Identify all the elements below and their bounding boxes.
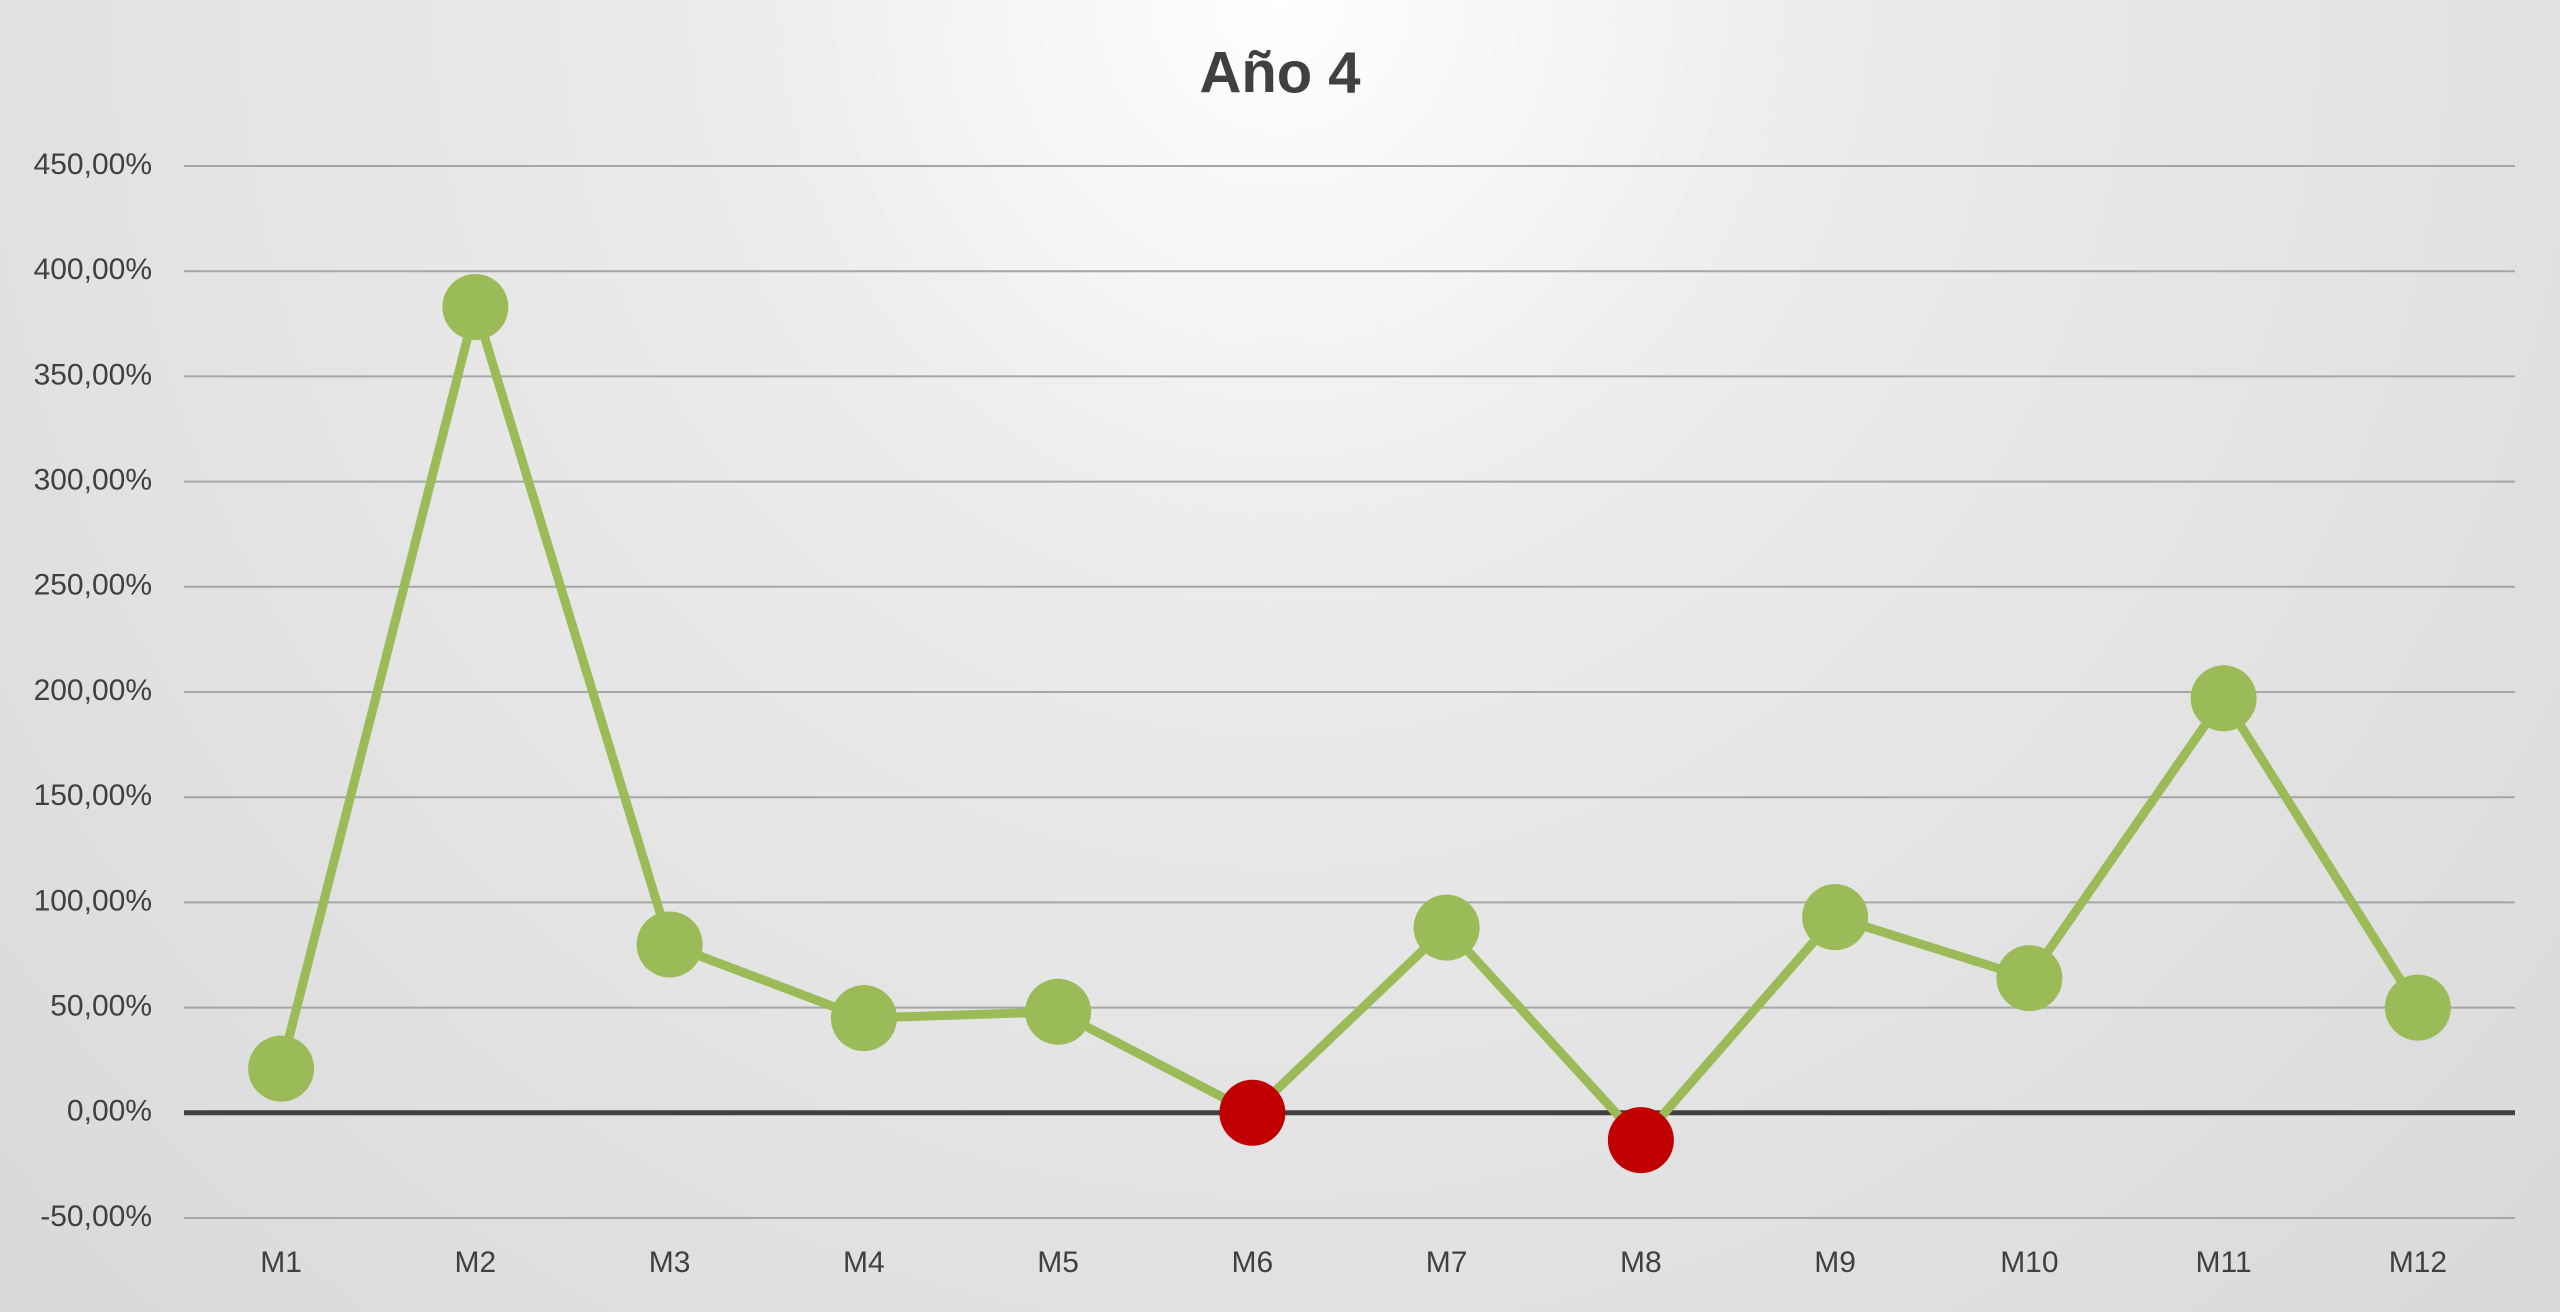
x-tick-label: M8 — [1620, 1246, 1662, 1279]
data-point — [636, 911, 703, 978]
chart-title: Año 4 — [1199, 40, 1360, 105]
x-tick-label: M1 — [260, 1246, 302, 1279]
data-point — [2190, 665, 2257, 732]
y-tick-label: 50,00% — [50, 990, 152, 1023]
x-tick-label: M6 — [1232, 1246, 1274, 1279]
y-tick-label: -50,00% — [40, 1200, 152, 1233]
data-point — [2384, 974, 2451, 1041]
y-tick-label: 150,00% — [34, 779, 152, 812]
x-tick-label: M4 — [843, 1246, 885, 1279]
y-tick-label: 100,00% — [34, 884, 152, 917]
data-point — [1025, 978, 1092, 1045]
x-tick-label: M10 — [2000, 1246, 2058, 1279]
data-point — [1413, 894, 1480, 961]
y-tick-label: 350,00% — [34, 358, 152, 391]
data-point — [1607, 1107, 1674, 1174]
y-tick-label: 200,00% — [34, 674, 152, 707]
data-point — [1996, 945, 2063, 1012]
y-tick-label: 300,00% — [34, 464, 152, 497]
x-tick-label: M11 — [2196, 1246, 2252, 1279]
x-tick-label: M3 — [649, 1246, 691, 1279]
x-tick-label: M5 — [1037, 1246, 1079, 1279]
data-point — [248, 1035, 315, 1102]
data-point — [442, 273, 509, 340]
x-tick-label: M2 — [455, 1246, 497, 1279]
y-tick-label: 450,00% — [34, 148, 152, 181]
y-tick-label: 400,00% — [34, 253, 152, 286]
data-point — [830, 985, 897, 1052]
y-tick-label: 0,00% — [67, 1095, 152, 1128]
series-line — [276, 302, 2422, 1145]
data-point — [1802, 884, 1869, 951]
data-point — [1219, 1079, 1286, 1146]
y-tick-label: 250,00% — [34, 569, 152, 602]
x-tick-label: M12 — [2389, 1246, 2447, 1279]
x-tick-label: M9 — [1814, 1246, 1856, 1279]
x-tick-label: M7 — [1426, 1246, 1468, 1279]
